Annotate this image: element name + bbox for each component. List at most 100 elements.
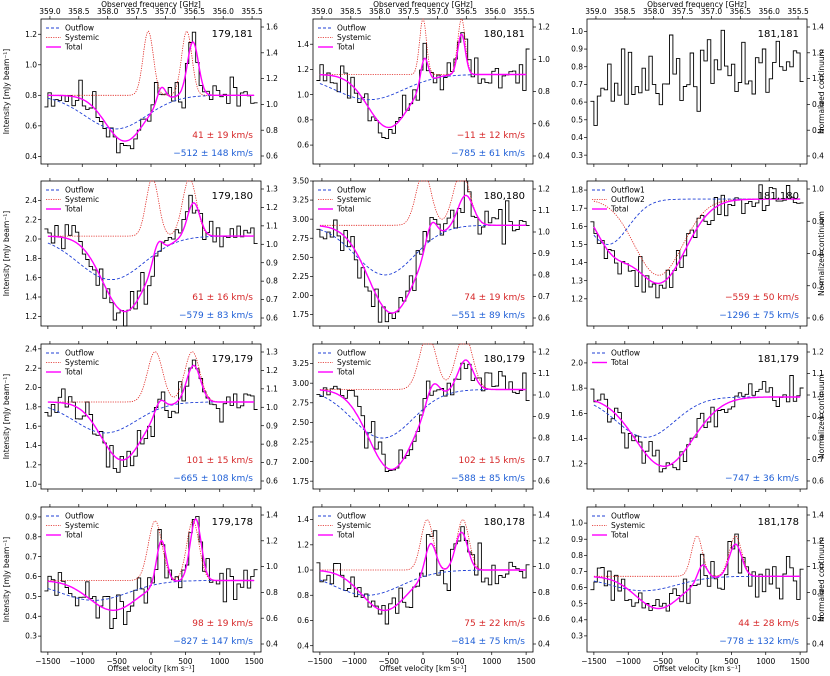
right-tick-label: 0.6 — [812, 477, 824, 486]
right-tick-label: 0.9 — [538, 249, 550, 258]
y-tick-label: 0.9 — [25, 513, 37, 522]
freq-tick-label: 357.5 — [672, 7, 694, 16]
right-tick-label: 1.0 — [266, 562, 278, 571]
systemic-velocity-label: 74 ± 19 km/s — [464, 293, 525, 303]
freq-tick-label: 358.0 — [369, 7, 391, 16]
x-tick-label: 1000 — [210, 657, 229, 666]
right-tick-label: 0.8 — [538, 87, 550, 96]
outflow-velocity-label: −1296 ± 75 km/s — [719, 311, 799, 321]
right-tick-label: 1.4 — [812, 511, 824, 520]
data-spectrum-histogram — [44, 359, 258, 473]
systemic-model-curve — [47, 351, 255, 403]
right-tick-label: 0.8 — [812, 100, 824, 109]
legend-label: Systemic — [337, 358, 371, 367]
legend-label: Total — [64, 43, 83, 52]
right-tick-label: 0.8 — [812, 588, 824, 597]
y-tick-label: 0.3 — [25, 632, 37, 641]
panel-180-181: 359.0 358.5 358.0 357.5 357.0 356.5 356.0 355.5… — [297, 7, 550, 167]
legend-label: Outflow — [337, 349, 366, 358]
panel-179-180: 1.2 1.4 1.6 1.8 2.0 2.2 2.4 0.6 0.7 0.8 0.9 1.0 1.1 1… — [25, 178, 278, 329]
right-tick-label: 1.0 — [538, 228, 550, 237]
freq-tick-label: 359.0 — [585, 7, 607, 16]
freq-tick-label: 357.0 — [427, 7, 449, 16]
right-tick-label: 0.8 — [266, 440, 278, 449]
systemic-velocity-label: 44 ± 28 km/s — [738, 619, 799, 629]
position-label: 180,179 — [484, 354, 525, 365]
y-tick-label: 0.8 — [25, 91, 37, 100]
right-tick-label: 1.4 — [266, 48, 278, 57]
freq-tick-label: 358.5 — [340, 7, 362, 16]
panel-180-179: 1.75 2.00 2.25 2.50 2.75 3.00 3.25 0.6 0.7 0.8 0.9… — [292, 341, 550, 492]
right-tick-label: 1.0 — [812, 185, 824, 194]
x-tick-label: −1500 — [35, 657, 61, 666]
y-tick-label: 0.4 — [297, 641, 309, 650]
y-tick-label: 2.25 — [292, 272, 309, 281]
freq-tick-label: 356.0 — [758, 7, 780, 16]
legend-label: Outflow — [65, 24, 94, 33]
systemic-model-curve — [593, 535, 801, 577]
legend-label: Total — [64, 531, 83, 540]
y-tick-label: 0.8 — [571, 62, 583, 71]
y-tick-label: 0.4 — [571, 615, 583, 624]
total-model-curve — [319, 359, 527, 471]
x-tick-label: −500 — [106, 657, 127, 666]
y-tick-label: 0.6 — [25, 121, 37, 130]
right-tick-label: 1.2 — [266, 536, 278, 545]
x-tick-label: 500 — [450, 657, 465, 666]
panel-181-179: 1.2 1.4 1.6 1.8 2.0 0.6 0.7 0.8 0.9 1.0 1.1 1.2 181,… — [571, 341, 824, 492]
legend-label: Outflow — [337, 24, 366, 33]
position-label: 179,181 — [212, 29, 253, 40]
y-tick-label: 3.50 — [292, 177, 309, 186]
right-tick-label: 0.9 — [812, 217, 824, 226]
legend-label: Systemic — [611, 521, 645, 530]
total-model-curve — [593, 396, 801, 467]
right-tick-label: 1.6 — [266, 23, 278, 32]
outflow-velocity-label: −785 ± 61 km/s — [451, 149, 525, 159]
panel-frame — [312, 506, 534, 653]
legend-label: Total — [336, 531, 355, 540]
y-tick-label: 2.75 — [292, 234, 309, 243]
systemic-velocity-label: 61 ± 16 km/s — [192, 293, 253, 303]
legend-label: Total — [64, 368, 83, 377]
right-tick-label: 1.1 — [538, 369, 550, 378]
left-axis-title: Intensity [mJy beam⁻¹] — [2, 374, 11, 460]
legend-label: Systemic — [337, 33, 371, 42]
legend-label: Systemic — [65, 521, 99, 530]
x-tick-label: 0 — [421, 657, 426, 666]
right-tick-label: 0.9 — [812, 412, 824, 421]
y-tick-label: 1.7 — [571, 204, 583, 213]
y-tick-label: 2.00 — [292, 291, 309, 300]
panel-181-180: 1.2 1.3 1.4 1.5 1.6 1.7 1.8 0.6 0.7 0.8 0.9 1.0 181,… — [571, 178, 824, 329]
outflow-velocity-label: −579 ± 83 km/s — [179, 311, 253, 321]
legend-label: Total — [336, 43, 355, 52]
y-tick-label: 1.0 — [25, 60, 37, 69]
systemic-model-curve — [47, 180, 255, 237]
systemic-model-curve — [47, 30, 255, 96]
freq-tick-label: 357.5 — [126, 7, 148, 16]
x-tick-label: 1500 — [517, 657, 536, 666]
systemic-velocity-label: −11 ± 12 km/s — [457, 131, 526, 141]
y-tick-label: 1.0 — [571, 27, 583, 36]
y-tick-label: 1.6 — [571, 409, 583, 418]
left-axis-title: Intensity [mJy beam⁻¹] — [2, 49, 11, 135]
y-tick-label: 1.0 — [297, 90, 309, 99]
y-tick-label: 1.75 — [292, 310, 309, 319]
y-tick-label: 1.5 — [571, 240, 583, 249]
right-axis-title: Normalized continuum — [817, 211, 826, 296]
outflow-velocity-label: −551 ± 89 km/s — [451, 311, 525, 321]
position-label: 179,180 — [212, 191, 253, 202]
systemic-velocity-label: 101 ± 15 km/s — [187, 456, 254, 466]
panel-179-181: 359.0 358.5 358.0 357.5 357.0 356.5 356.0 355.5… — [25, 7, 278, 167]
y-tick-label: 2.0 — [25, 235, 37, 244]
y-tick-label: 3.25 — [292, 359, 309, 368]
right-tick-label: 0.8 — [538, 588, 550, 597]
right-tick-label: 1.1 — [266, 384, 278, 393]
y-tick-label: 1.4 — [25, 293, 37, 302]
y-tick-label: 0.4 — [571, 133, 583, 142]
right-tick-label: 0.4 — [812, 640, 824, 649]
y-tick-label: 2.2 — [25, 215, 37, 224]
